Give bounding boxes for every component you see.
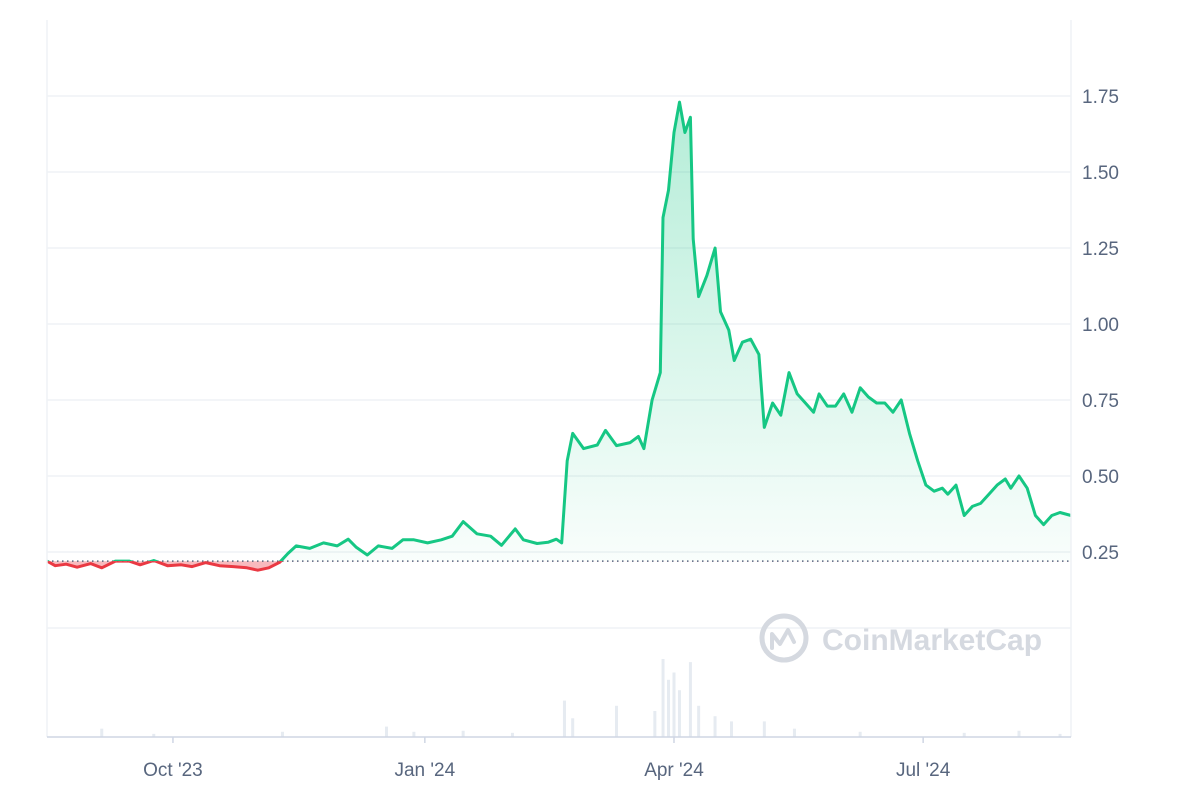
volume-bar [667, 679, 671, 737]
volume-bar [562, 700, 566, 737]
volume-bar [280, 731, 284, 737]
volume-bar [571, 718, 575, 737]
volume-bar [962, 732, 966, 737]
x-tick-label: Apr '24 [644, 760, 704, 781]
y-tick-label: 1.25 [1082, 239, 1119, 260]
volume-bar [412, 731, 416, 737]
volume-bar [1017, 730, 1021, 737]
x-tick-label: Oct '23 [143, 760, 203, 781]
volume-bar [697, 705, 701, 737]
volume-bar [688, 662, 692, 737]
y-tick-label: 1.50 [1082, 163, 1119, 184]
x-tick-label: Jul '24 [896, 760, 951, 781]
volume-bar [152, 733, 156, 737]
x-axis-ticks: Oct '23 Jan '24 Apr '24 Jul '24 [143, 737, 951, 781]
gridlines [47, 95, 1071, 629]
volume-bar [1058, 733, 1062, 737]
volume-bar [614, 705, 618, 737]
volume-bar [858, 731, 862, 737]
y-axis-ticks: 0.25 0.50 0.75 1.00 1.25 1.50 1.75 [1082, 87, 1119, 564]
area-fill-up [47, 102, 1071, 562]
volume-bar [653, 711, 657, 737]
volume-bar [100, 728, 104, 737]
watermark-text: CoinMarketCap [822, 624, 1042, 657]
volume-bar [762, 721, 766, 737]
area-fill-down [47, 561, 281, 571]
y-tick-label: 0.75 [1082, 391, 1119, 412]
price-line [46, 100, 1072, 572]
volume-bar [729, 721, 733, 737]
volume-bar [661, 659, 665, 737]
axes [46, 20, 1072, 738]
volume-bar [461, 730, 465, 737]
volume-bar [713, 716, 717, 737]
y-tick-label: 1.00 [1082, 315, 1119, 336]
x-tick-label: Jan '24 [394, 760, 455, 781]
volume-bars [100, 659, 1062, 737]
y-tick-label: 1.75 [1082, 87, 1119, 108]
volume-bar [677, 690, 681, 737]
price-line-up [46, 100, 1072, 562]
volume-bar [672, 672, 676, 737]
price-line-down [46, 561, 283, 572]
price-area [47, 102, 1071, 571]
y-tick-label: 0.25 [1082, 543, 1119, 564]
volume-bar [510, 732, 514, 737]
volume-bar [792, 728, 796, 737]
watermark: CoinMarketCap [759, 613, 1042, 663]
y-tick-label: 0.50 [1082, 467, 1119, 488]
volume-bar [385, 726, 389, 737]
coinmarketcap-logo-icon [759, 613, 809, 663]
